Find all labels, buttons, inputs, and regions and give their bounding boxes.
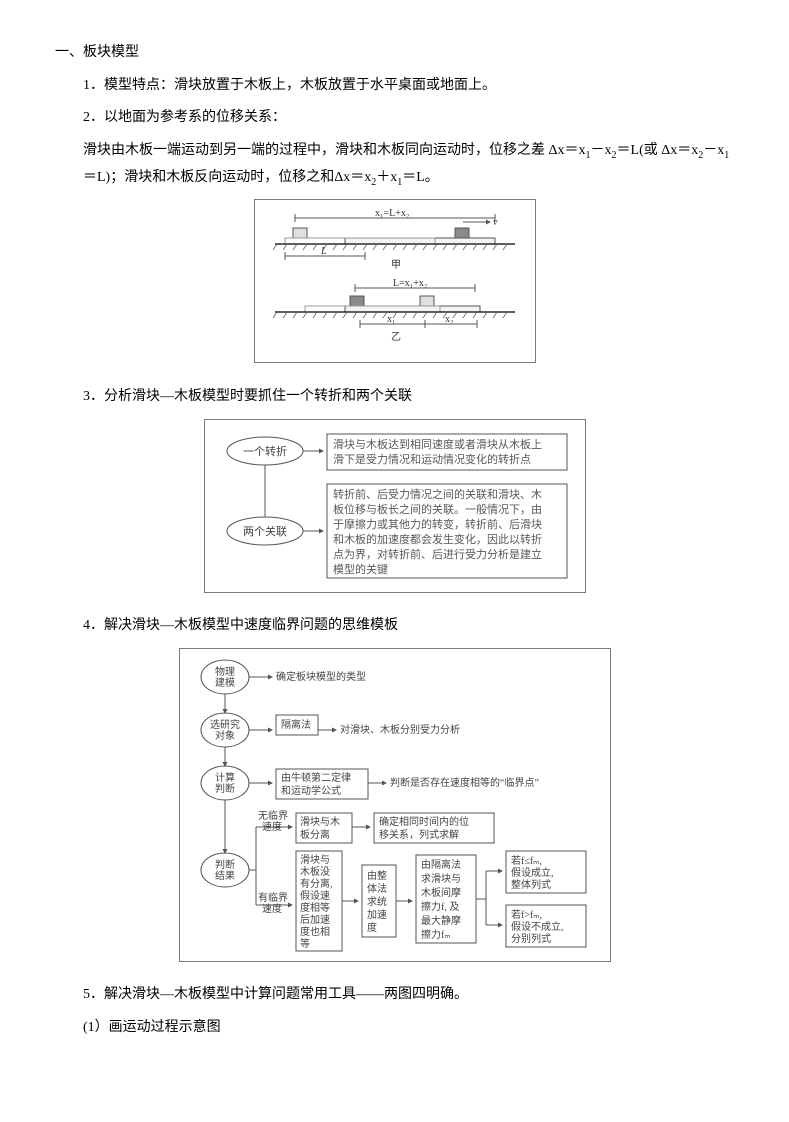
item-2-heading: 2．以地面为参考系的位移关系： bbox=[55, 105, 734, 132]
text: 求滑块与 bbox=[421, 873, 461, 885]
text: 滑块与 bbox=[300, 854, 330, 866]
text: 木板间摩 bbox=[421, 886, 461, 899]
text: 隔离法 bbox=[281, 718, 311, 731]
text: 体法 bbox=[367, 882, 387, 895]
text: 求统 bbox=[367, 895, 387, 908]
box-text: 于摩擦力或其他力的转变，转折前、后滑块 bbox=[333, 517, 542, 531]
text: 若f>fₘ, bbox=[511, 908, 542, 921]
figure-1: x₁=L+x₂ v bbox=[254, 199, 536, 363]
node-text: 结果 bbox=[215, 869, 235, 882]
text: －x bbox=[703, 143, 724, 158]
text: 确定相同时间内的位 bbox=[379, 815, 469, 828]
text: 后加速 bbox=[300, 914, 330, 926]
text: 和运动学公式 bbox=[281, 784, 341, 797]
item-4-heading: 4．解决滑块—木板模型中速度临界问题的思维模板 bbox=[55, 613, 734, 640]
box-text: 和木板的加速度都会发生变化，因此以转折 bbox=[333, 532, 542, 546]
text: 由隔离法 bbox=[421, 858, 461, 871]
label: 有临界 bbox=[258, 891, 288, 904]
text: 假设速 bbox=[300, 889, 330, 902]
box-text: 点为界，对转折前、后进行受力分析是建立 bbox=[333, 547, 542, 561]
v-label: v bbox=[493, 217, 498, 228]
L-label: L bbox=[320, 246, 327, 257]
text: 滑块与木 bbox=[300, 816, 340, 828]
hatch bbox=[273, 244, 507, 250]
figure-2: 一个转折 两个关联 滑块与木板达到相同速度或者滑块从木板上 滑下是受力情况和运动… bbox=[204, 419, 586, 593]
box-text: 板位移与板长之间的关联。一般情况下，由 bbox=[333, 502, 542, 516]
label: 速度 bbox=[262, 902, 282, 915]
node-text: 对象 bbox=[215, 729, 235, 742]
text: 确定板块模型的类型 bbox=[276, 670, 366, 683]
text: －x bbox=[591, 143, 612, 158]
figure-3-wrap: 物理 建模 选研究 对象 计算 判断 判断 结果 确定板块模型的类型 隔离法 对… bbox=[55, 648, 734, 973]
figure-1-wrap: x₁=L+x₂ v bbox=[55, 199, 734, 374]
caption-bot: 乙 bbox=[391, 331, 401, 343]
node-text: 判断 bbox=[215, 782, 235, 795]
dim-label: x₁=L+x₂ bbox=[375, 208, 409, 219]
item-2-body: 滑块由木板一端运动到另一端的过程中，滑块和木板同向运动时，位移之差 Δx＝x1－… bbox=[55, 138, 734, 192]
text: ＝L(或 Δx＝x bbox=[617, 143, 699, 158]
text: 擦力fₘ bbox=[421, 928, 451, 941]
text: 有分离, bbox=[300, 877, 333, 890]
text: ＝L)；滑块和木板反向运动时，位移之和Δx＝x bbox=[83, 170, 371, 185]
node-label: 一个转折 bbox=[243, 444, 287, 458]
item-3-heading: 3．分析滑块—木板模型时要抓住一个转折和两个关联 bbox=[55, 384, 734, 411]
text: 滑块由木板一端运动到另一端的过程中，滑块和木板同向运动时，位移之差 Δx＝x bbox=[83, 143, 586, 158]
text: 若f≤fₘ, bbox=[511, 854, 542, 867]
node-label: 两个关联 bbox=[243, 524, 287, 538]
section-title: 一、板块模型 bbox=[55, 40, 734, 67]
caption-top: 甲 bbox=[391, 260, 401, 271]
text: 对滑块、木板分别受力分析 bbox=[340, 723, 460, 736]
x2-label: x₂ bbox=[445, 314, 454, 325]
subscript: 1 bbox=[724, 150, 729, 161]
text: 移关系，列式求解 bbox=[379, 828, 459, 841]
text: 度 bbox=[367, 921, 377, 934]
text: 假设不成立, bbox=[511, 920, 564, 933]
label: 无临界 bbox=[258, 809, 288, 822]
dim-label: L=x₁+x₂ bbox=[393, 278, 427, 289]
node-text: 判断 bbox=[215, 858, 235, 871]
text: 木板没 bbox=[300, 865, 330, 878]
box-text: 模型的关键 bbox=[333, 562, 388, 576]
text: 度相等 bbox=[300, 901, 330, 914]
text: 判断是否存在速度相等的“临界点” bbox=[390, 776, 539, 789]
text: 假设成立, bbox=[511, 866, 554, 879]
figure-2-wrap: 一个转折 两个关联 滑块与木板达到相同速度或者滑块从木板上 滑下是受力情况和运动… bbox=[55, 419, 734, 604]
box-text: 转折前、后受力情况之间的关联和滑块、木 bbox=[333, 487, 542, 501]
text: 擦力f, 及 bbox=[421, 900, 459, 913]
x1-label: x₁ bbox=[387, 314, 396, 325]
text: 分别列式 bbox=[511, 932, 551, 945]
node-text: 选研究 bbox=[210, 718, 240, 731]
text: 由牛顿第二定律 bbox=[281, 771, 351, 784]
text: ＋x bbox=[376, 170, 397, 185]
text: 最大静摩 bbox=[421, 914, 461, 927]
figure-3: 物理 建模 选研究 对象 计算 判断 判断 结果 确定板块模型的类型 隔离法 对… bbox=[179, 648, 611, 962]
text: 整体列式 bbox=[511, 878, 551, 891]
box-text: 滑块与木板达到相同速度或者滑块从木板上 bbox=[333, 437, 542, 451]
text: 板分离 bbox=[300, 828, 330, 841]
text: 等 bbox=[300, 937, 310, 950]
node-text: 物理 bbox=[215, 665, 235, 678]
text: ＝L。 bbox=[402, 170, 439, 185]
box-text: 滑下是受力情况和运动情况变化的转折点 bbox=[333, 452, 531, 466]
label: 速度 bbox=[262, 820, 282, 833]
text: 度也相 bbox=[300, 925, 330, 938]
item-5-heading: 5．解决滑块—木板模型中计算问题常用工具——两图四明确。 bbox=[55, 982, 734, 1009]
node-text: 计算 bbox=[215, 771, 235, 784]
item-1: 1．模型特点：滑块放置于木板上，木板放置于水平桌面或地面上。 bbox=[55, 73, 734, 100]
text: 由整 bbox=[367, 869, 387, 882]
text: 加速 bbox=[367, 909, 387, 921]
node-text: 建模 bbox=[215, 676, 235, 689]
item-5-sub1: (1）画运动过程示意图 bbox=[55, 1015, 734, 1042]
